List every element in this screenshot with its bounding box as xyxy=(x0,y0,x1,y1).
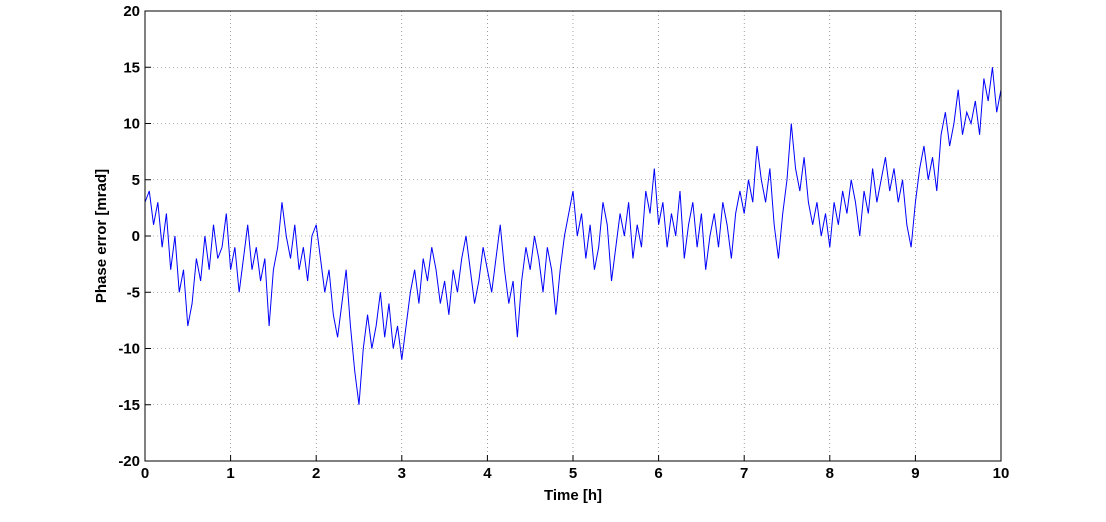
y-tick-label: 20 xyxy=(123,3,140,20)
y-tick-label: -15 xyxy=(118,397,140,414)
x-tick-label: 9 xyxy=(911,465,919,482)
x-tick-label: 4 xyxy=(483,465,492,482)
x-tick-label: 2 xyxy=(312,465,320,482)
y-tick-label: 15 xyxy=(123,59,140,76)
y-tick-label: 0 xyxy=(132,228,140,245)
x-tick-label: 8 xyxy=(826,465,834,482)
x-tick-label: 0 xyxy=(141,465,149,482)
y-tick-label: -20 xyxy=(118,453,140,470)
y-tick-label: -10 xyxy=(118,341,140,358)
y-axis-label: Phase error [mrad] xyxy=(93,169,110,303)
y-tick-label: 10 xyxy=(123,116,140,133)
plot-frame xyxy=(144,10,1002,462)
x-tick-label: 3 xyxy=(398,465,406,482)
y-tick-label: -5 xyxy=(127,284,140,301)
data-line xyxy=(144,67,1002,405)
x-tick-label: 7 xyxy=(740,465,748,482)
x-tick-label: 6 xyxy=(654,465,662,482)
x-axis-label: Time [h] xyxy=(544,487,602,504)
y-tick-label: 5 xyxy=(132,172,140,189)
x-tick-label: 1 xyxy=(226,465,234,482)
x-tick-label: 10 xyxy=(993,465,1010,482)
x-tick-label: 5 xyxy=(569,465,577,482)
